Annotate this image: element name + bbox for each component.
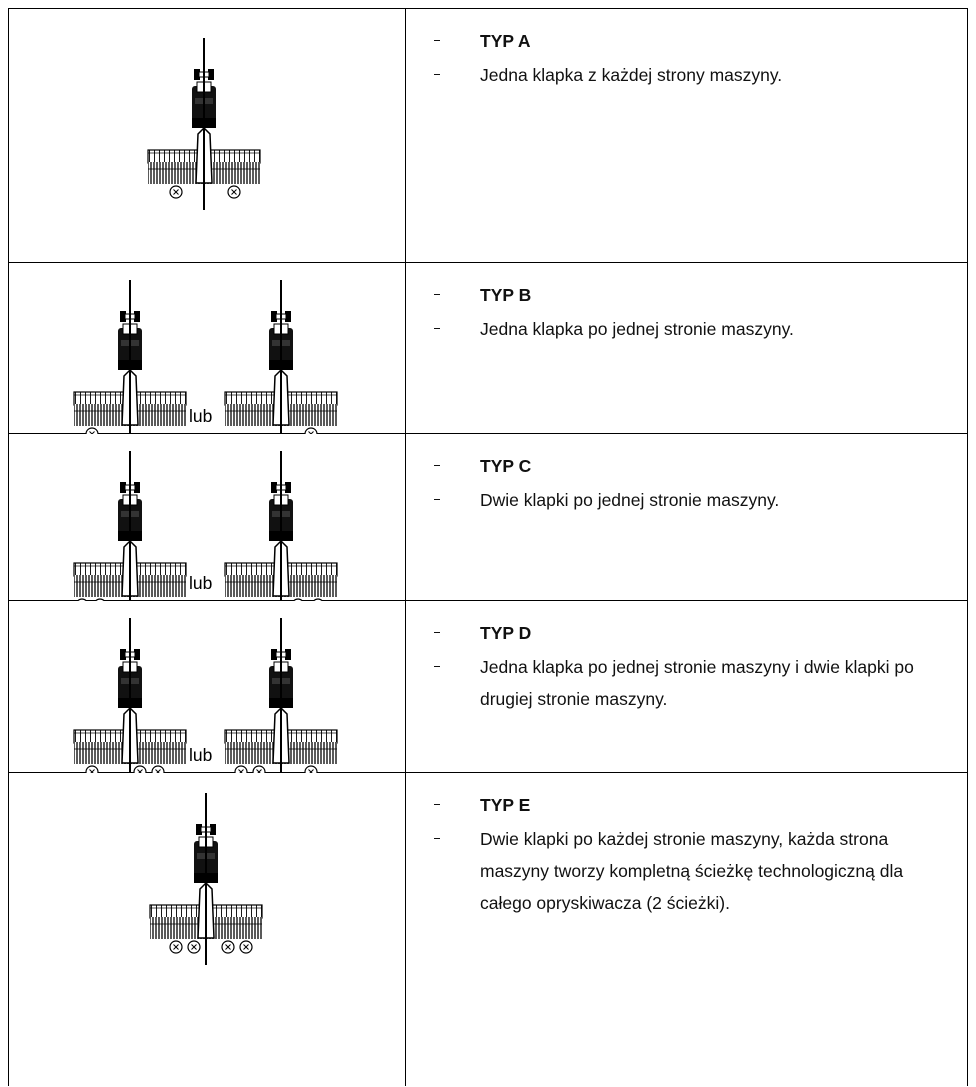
illustration-cell: lub xyxy=(9,263,406,434)
flap-marker xyxy=(234,765,248,773)
list-item: TYP E xyxy=(430,789,955,821)
bullet-dash xyxy=(434,838,440,840)
list-item: Dwie klapki po każdej stronie maszyny, k… xyxy=(430,823,955,919)
description-cell: TYP B Jedna klapka po jednej stronie masz… xyxy=(406,263,967,433)
illustration-cell: lub xyxy=(9,601,406,773)
connector-text: lub xyxy=(189,573,212,593)
flap-marker xyxy=(227,185,241,199)
table-row: lub TYP B Jedna klapka po jednej stronie m… xyxy=(8,262,968,434)
title: TYP D xyxy=(480,623,532,643)
bullet-dash xyxy=(434,294,440,296)
flap-marker xyxy=(133,765,147,773)
bullet-dash xyxy=(434,499,440,501)
list-item: Jedna klapka z każdej strony maszyny. xyxy=(430,59,955,91)
bullet-dash xyxy=(434,40,440,42)
illustration: lub xyxy=(73,450,338,601)
connector-text: lub xyxy=(189,406,212,426)
illustration-cell xyxy=(9,773,406,1086)
flap-marker xyxy=(252,765,266,773)
illustration xyxy=(147,37,261,211)
list-item: Dwie klapki po jednej stronie maszyny. xyxy=(430,484,955,516)
machine-diagram xyxy=(147,37,261,211)
flap-marker xyxy=(187,940,201,954)
flap-marker xyxy=(169,185,183,199)
flap-marker xyxy=(85,765,99,773)
list-item: TYP B xyxy=(430,279,955,311)
description: Jedna klapka z każdej strony maszyny. xyxy=(480,65,783,85)
machine xyxy=(147,37,261,211)
illustration: lub xyxy=(73,279,338,434)
list-item: TYP C xyxy=(430,450,955,482)
table-row: TYP A Jedna klapka z każdej strony maszyn… xyxy=(8,8,968,262)
flap-marker xyxy=(239,940,253,954)
illustration: lub xyxy=(73,617,338,773)
machine xyxy=(224,617,338,773)
flap-marker xyxy=(151,765,165,773)
title: TYP C xyxy=(480,456,532,476)
title: TYP B xyxy=(480,285,532,305)
machine-diagram xyxy=(224,450,338,601)
machine xyxy=(73,279,187,434)
flap-marker xyxy=(304,765,318,773)
description: Jedna klapka po jednej stronie maszyny. xyxy=(480,319,794,339)
bullet-dash xyxy=(434,666,440,668)
machine xyxy=(149,792,263,966)
illustration-cell xyxy=(9,9,406,262)
illustration-cell: lub xyxy=(9,434,406,601)
machine-diagram xyxy=(224,617,338,773)
description: Dwie klapki po każdej stronie maszyny, k… xyxy=(480,829,904,913)
list-item: Jedna klapka po jednej stronie maszyny. xyxy=(430,313,955,345)
table-row: lub TYP C Dwie klapki po jednej stronie ma… xyxy=(8,433,968,601)
table: TYP A Jedna klapka z każdej strony maszyn… xyxy=(8,8,968,1086)
description: Jedna klapka po jednej stronie maszyny i… xyxy=(480,657,914,709)
bullet-dash xyxy=(434,632,440,634)
description-cell: TYP A Jedna klapka z każdej strony maszyn… xyxy=(406,9,967,262)
machine-diagram xyxy=(73,279,187,434)
flap-marker xyxy=(221,940,235,954)
connector-text: lub xyxy=(189,745,212,765)
machine-diagram xyxy=(73,450,187,601)
table-row: TYP E Dwie klapki po każdej stronie maszy… xyxy=(8,772,968,1086)
bullet-dash xyxy=(434,804,440,806)
machine-diagram xyxy=(224,279,338,434)
machine xyxy=(73,617,187,773)
title: TYP E xyxy=(480,795,531,815)
list-item: TYP A xyxy=(430,25,955,57)
description-cell: TYP D Jedna klapka po jednej stronie masz… xyxy=(406,601,967,772)
flap-marker xyxy=(169,940,183,954)
bullet-dash xyxy=(434,74,440,76)
bullet-dash xyxy=(434,328,440,330)
machine-diagram xyxy=(73,617,187,773)
illustration xyxy=(149,792,263,966)
description-cell: TYP C Dwie klapki po jednej stronie maszy… xyxy=(406,434,967,600)
list-item: Jedna klapka po jednej stronie maszyny i… xyxy=(430,651,955,715)
machine-diagram xyxy=(149,792,263,966)
machine xyxy=(224,279,338,434)
list-item: TYP D xyxy=(430,617,955,649)
bullet-dash xyxy=(434,465,440,467)
machine xyxy=(73,450,187,601)
table-row: lub TYP D Jedna klapka po jednej stronie m… xyxy=(8,600,968,773)
description-cell: TYP E Dwie klapki po każdej stronie maszy… xyxy=(406,773,967,1086)
title: TYP A xyxy=(480,31,531,51)
machine xyxy=(224,450,338,601)
description: Dwie klapki po jednej stronie maszyny. xyxy=(480,490,780,510)
